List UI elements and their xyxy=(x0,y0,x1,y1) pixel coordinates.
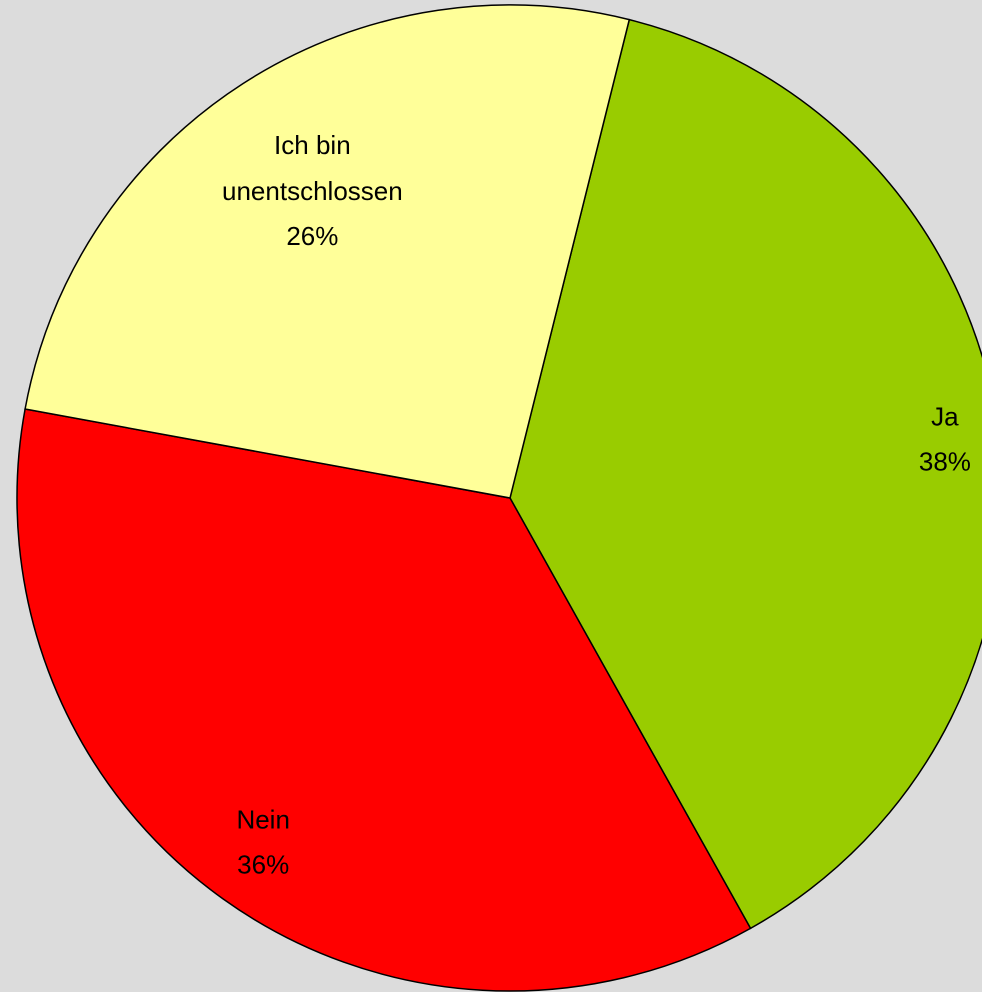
pie-slice xyxy=(509,18,982,930)
slice-label: Ja 38% xyxy=(830,394,982,485)
slice-category: Ja xyxy=(931,401,959,432)
pie-slice xyxy=(16,408,752,992)
slice-value: 36% xyxy=(237,849,290,880)
slice-category: Nein xyxy=(236,804,290,835)
slice-label: Nein 36% xyxy=(148,797,378,888)
slice-value: 26% xyxy=(286,221,339,252)
slice-value: 38% xyxy=(918,446,971,477)
slice-category: Ich bin unentschlossen xyxy=(222,130,403,206)
pie-slice xyxy=(24,4,631,499)
slice-label: Ich bin unentschlossen 26% xyxy=(197,123,427,260)
